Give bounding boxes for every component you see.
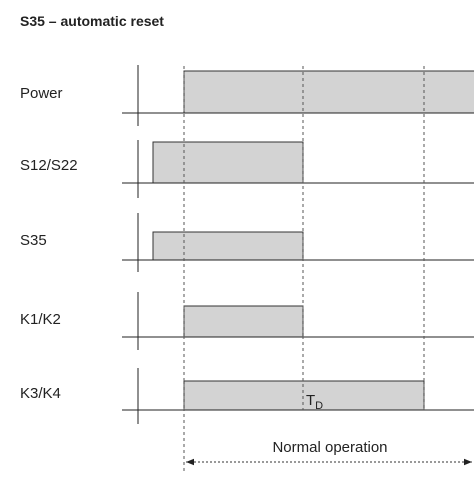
signal-bar xyxy=(183,305,304,338)
signal-label: K3/K4 xyxy=(20,385,61,402)
delay-main: T xyxy=(306,392,315,409)
delay-sub: D xyxy=(315,400,323,412)
signal-label: Power xyxy=(20,85,63,102)
signal-bar xyxy=(183,70,474,114)
signal-label: S12/S22 xyxy=(20,157,78,174)
signal-bar xyxy=(183,380,425,411)
signal-bar xyxy=(152,231,304,261)
signal-label: S35 xyxy=(20,232,47,249)
signal-bar xyxy=(152,141,304,184)
span-label: Normal operation xyxy=(272,439,387,456)
delay-label: TD xyxy=(306,392,323,412)
title: S35 – automatic reset xyxy=(20,13,164,29)
signal-label: K1/K2 xyxy=(20,311,61,328)
